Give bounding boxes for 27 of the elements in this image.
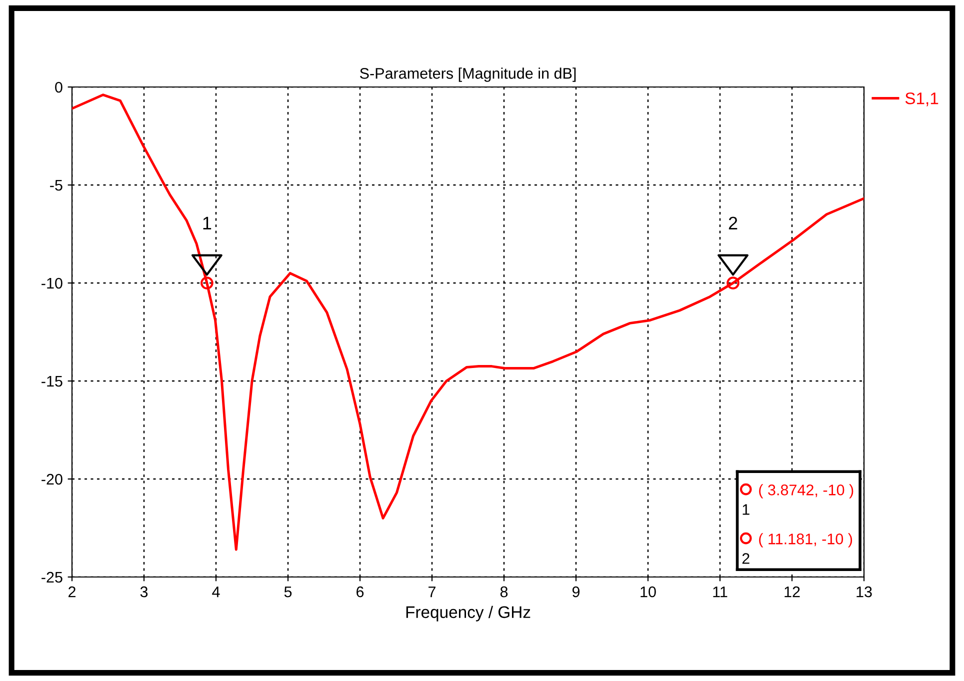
x-tick-label: 13 (856, 586, 872, 598)
y-tick-label: -10 (42, 278, 62, 289)
x-tick-label: 6 (356, 586, 364, 598)
annotation: 2 (728, 216, 738, 230)
y-tick-label: 0 (55, 82, 62, 93)
x-tick-label: 8 (500, 586, 508, 598)
x-tick-label: 4 (212, 586, 220, 598)
chart-title: S-Parameters [Magnitude in dB] (360, 68, 576, 82)
x-axis-title: Frequency / GHz (406, 606, 530, 622)
x-tick-label: 10 (640, 586, 656, 598)
x-tick-label: 12 (784, 586, 800, 598)
text: 2 (742, 553, 750, 564)
x-tick-label: 2 (68, 586, 76, 598)
annotation: ( 3.8742, -10 ) (759, 484, 854, 498)
x-tick-label: 11 (713, 586, 728, 598)
text: 1 (742, 504, 750, 515)
y-tick-label: -25 (42, 572, 62, 583)
annotation: ( 11.181, -10 ) (759, 533, 852, 548)
annotation: 1 (203, 216, 212, 230)
x-tick-label: 7 (428, 586, 436, 598)
legend-label: S1,1 (905, 92, 938, 106)
y-tick-label: -20 (42, 474, 62, 485)
x-tick-label: 3 (140, 586, 148, 598)
x-tick-label: 5 (284, 586, 292, 598)
y-tick-label: -5 (50, 180, 62, 191)
x-tick-label: 9 (572, 586, 580, 598)
y-tick-label: -15 (42, 376, 62, 387)
